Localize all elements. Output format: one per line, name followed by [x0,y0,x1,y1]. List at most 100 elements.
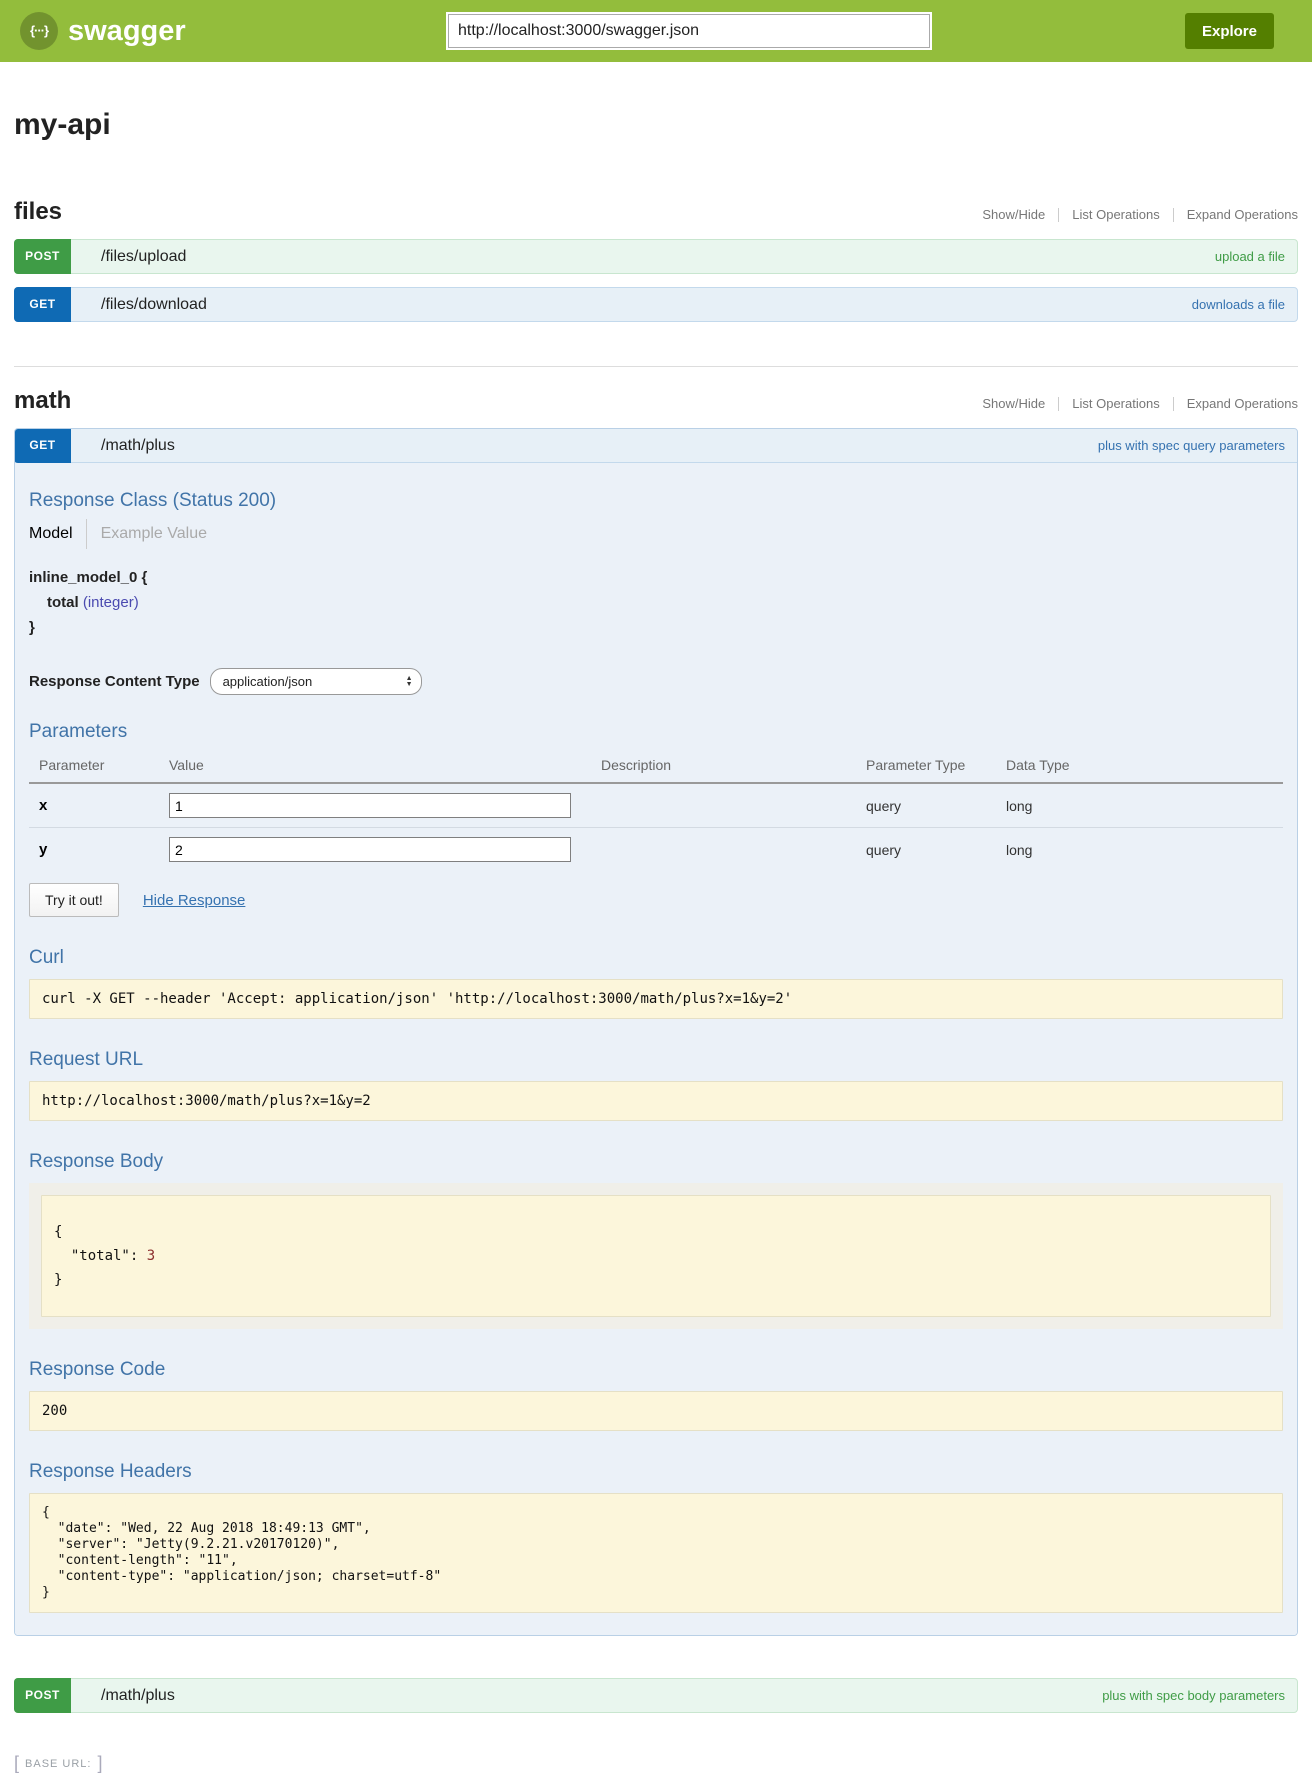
model-tabs: Model Example Value [29,519,1283,549]
math-section-header: math Show/Hide List Operations Expand Op… [14,387,1298,415]
files-expand-operations-link[interactable]: Expand Operations [1186,207,1298,222]
section-title-files[interactable]: files [14,198,63,225]
request-url-heading: Request URL [29,1049,144,1070]
try-it-out-button[interactable]: Try it out! [29,883,119,917]
json-value: 3 [146,1248,156,1264]
model-property-type: (integer) [82,594,139,611]
operation-summary-link[interactable]: downloads a file [1191,297,1285,312]
operation-path-link[interactable]: /math/plus [101,436,175,454]
response-content-type-row: Response Content Type application/json ▲… [29,668,1283,695]
operation-row-post-files-upload[interactable]: POST /files/upload upload a file [14,239,1298,274]
files-section: files Show/Hide List Operations Expand O… [14,198,1298,322]
operation-path-link[interactable]: /math/plus [101,1686,175,1704]
response-code-heading: Response Code [29,1359,166,1380]
parameter-description [601,783,866,828]
response-body-heading: Response Body [29,1151,164,1172]
response-headers-box: { "date": "Wed, 22 Aug 2018 18:49:13 GMT… [29,1493,1283,1613]
col-header-parameter-type: Parameter Type [866,751,1006,784]
explore-button[interactable]: Explore [1184,13,1274,49]
operation-detail-panel: Response Class (Status 200) Model Exampl… [15,462,1297,1635]
method-badge-post: POST [14,239,71,274]
tab-model[interactable]: Model [29,525,73,542]
swagger-logo-icon: {···} [20,12,58,50]
parameter-data-type: long [1006,783,1283,828]
json-open-brace: { [54,1224,63,1240]
operation-summary-link[interactable]: plus with spec query parameters [1097,438,1285,453]
parameter-description [601,828,866,872]
math-list-operations-link[interactable]: List Operations [1072,396,1160,411]
method-badge-get: GET [14,287,71,322]
bracket-open: [ [14,1753,20,1773]
tab-example-value[interactable]: Example Value [85,519,207,549]
main-content: my-api files Show/Hide List Operations E… [0,108,1312,1774]
link-divider [1058,396,1060,411]
model-close-line: } [29,619,35,636]
page-title: my-api [14,108,111,141]
caret-up-icon: ▲ [405,674,413,682]
parameter-type: query [866,783,1006,828]
hide-response-link[interactable]: Hide Response [142,891,246,909]
model-signature: inline_model_0 { total (integer) } [29,565,1283,640]
math-section: math Show/Hide List Operations Expand Op… [14,387,1298,1713]
operation-path-link[interactable]: /files/upload [101,247,187,265]
json-key: "total": [54,1248,147,1264]
method-badge-post: POST [14,1678,71,1713]
response-headers-heading: Response Headers [29,1461,192,1482]
parameter-data-type: long [1006,841,1033,858]
link-divider [1172,207,1174,222]
operation-row-post-math-plus[interactable]: POST /math/plus plus with spec body para… [14,1678,1298,1713]
files-show-hide-link[interactable]: Show/Hide [982,207,1046,222]
operation-get-math-plus-expanded: GET /math/plus plus with spec query para… [14,428,1298,1636]
operation-path-link[interactable]: /files/download [101,295,207,313]
request-url-box: http://localhost:3000/math/plus?x=1&y=2 [29,1081,1283,1121]
files-list-operations-link[interactable]: List Operations [1072,207,1160,222]
caret-down-icon: ▼ [405,680,413,688]
response-content-type-label: Response Content Type [29,673,200,690]
math-expand-operations-link[interactable]: Expand Operations [1186,396,1298,411]
model-property-line: total (integer) [29,590,1283,615]
api-url-input[interactable] [448,14,930,48]
try-it-out-row: Try it out! Hide Response [29,883,1283,917]
operation-row-get-math-plus[interactable]: GET /math/plus plus with spec query para… [15,429,1297,463]
operation-summary-link[interactable]: upload a file [1214,249,1285,264]
response-body-wrapper: { "total": 3 } [29,1183,1283,1329]
section-divider [14,366,1298,367]
selected-content-type: application/json [222,674,313,689]
base-url-footer: [ BASE URL: ] [14,1753,1298,1774]
top-header-bar: {···} swagger Explore [0,0,1312,62]
col-header-description: Description [601,751,866,784]
base-url-label: BASE URL: [25,1757,92,1770]
response-body-box: { "total": 3 } [41,1195,1271,1317]
files-section-links: Show/Hide List Operations Expand Operati… [982,207,1298,222]
parameter-y-value-input[interactable] [169,837,571,862]
parameter-type: query [866,841,902,858]
select-arrows-icon: ▲ ▼ [405,674,413,688]
response-class-heading: Response Class (Status 200) [29,490,277,511]
json-total-line: "total": 3 [54,1244,1258,1268]
swagger-logo-text: swagger [68,14,186,47]
math-show-hide-link[interactable]: Show/Hide [982,396,1046,411]
swagger-logo[interactable]: {···} swagger [20,12,186,50]
files-section-header: files Show/Hide List Operations Expand O… [14,198,1298,226]
parameter-name: x [29,783,169,828]
col-header-parameter: Parameter [29,751,169,784]
parameter-x-value-input[interactable] [169,793,571,818]
col-header-data-type: Data Type [1006,751,1283,784]
col-header-value: Value [169,751,601,784]
response-content-type-select[interactable]: application/json ▲ ▼ [209,668,422,695]
math-section-links: Show/Hide List Operations Expand Operati… [982,396,1298,411]
method-badge-get: GET [15,429,71,463]
operation-row-get-files-download[interactable]: GET /files/download downloads a file [14,287,1298,322]
parameters-table: Parameter Value Description Parameter Ty… [29,751,1283,871]
operation-summary-link[interactable]: plus with spec body parameters [1102,1688,1285,1703]
model-open-line: inline_model_0 { [29,569,148,586]
link-divider [1172,396,1174,411]
parameter-row-x: x query long [29,783,1283,828]
parameter-row-y: y query long [29,828,1283,872]
parameters-heading: Parameters [29,721,128,742]
response-code-box: 200 [29,1391,1283,1431]
link-divider [1058,207,1060,222]
section-title-math[interactable]: math [14,387,72,414]
json-close-brace: } [54,1272,63,1288]
